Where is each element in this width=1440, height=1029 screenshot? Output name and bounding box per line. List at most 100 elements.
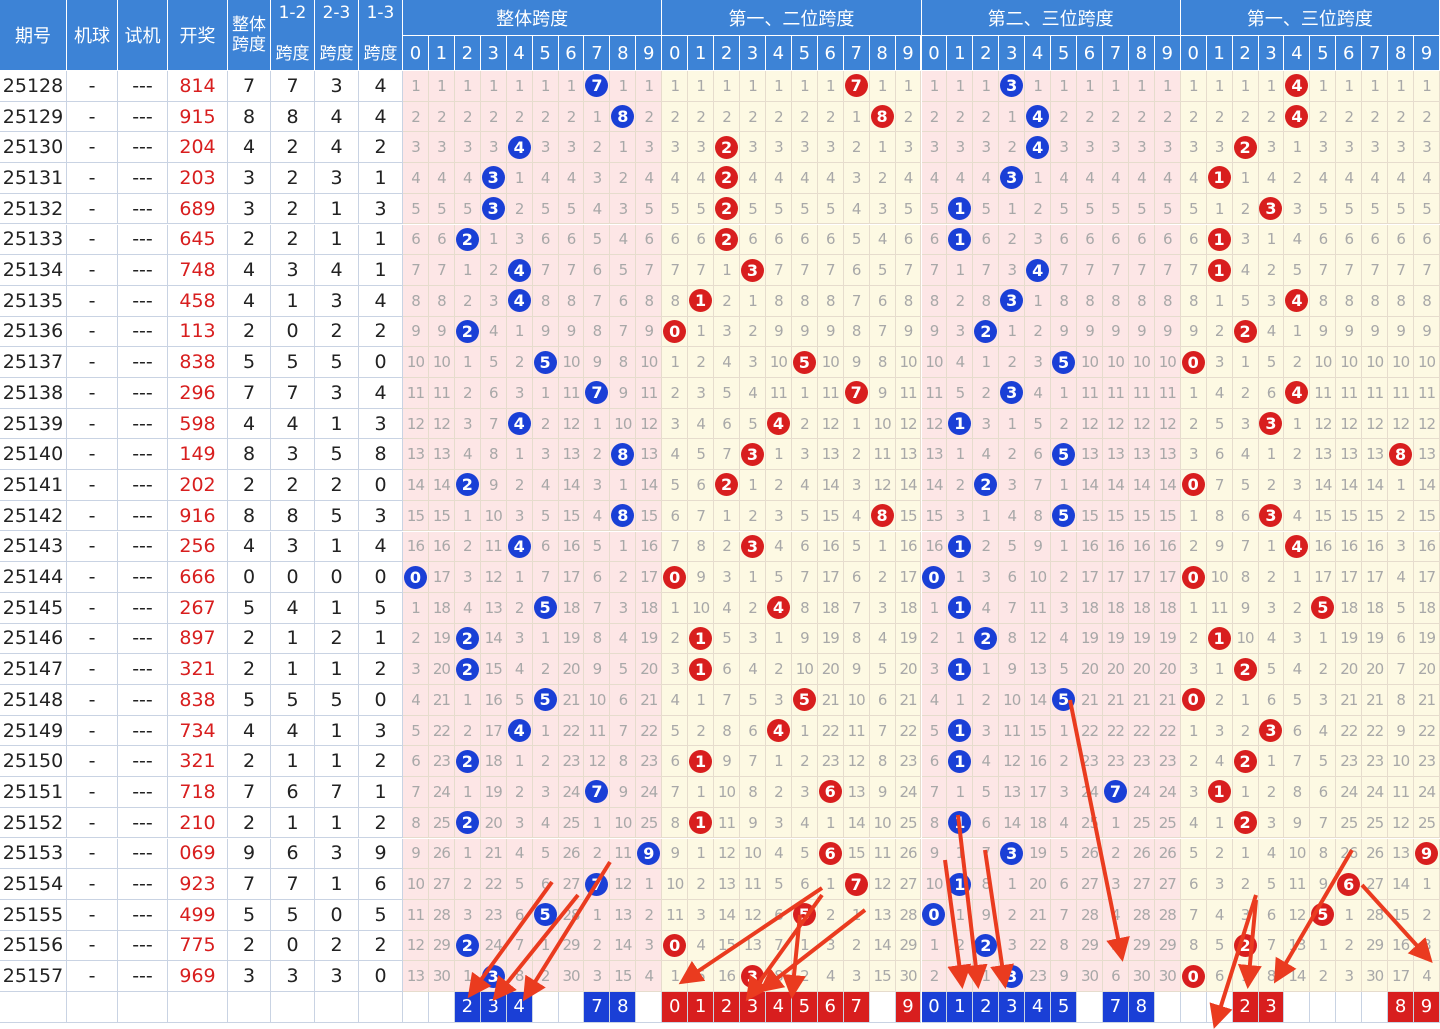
trend-cell: 18 <box>1128 592 1155 624</box>
span-cell: 4 <box>315 255 359 286</box>
trend-cell: 1 <box>714 71 741 102</box>
row-cell: - <box>67 869 118 900</box>
trend-cell: 7 <box>843 285 870 317</box>
trend-cell: 2 <box>740 316 766 348</box>
trend-cell: 16 <box>428 531 455 563</box>
span-cell: 8 <box>271 500 315 532</box>
trend-cell: 9 <box>610 378 637 409</box>
trend-cell: 15 <box>1102 500 1129 532</box>
trend-cell: 13 <box>403 439 429 471</box>
hit-ball: 9 <box>637 841 661 865</box>
row-cell: --- <box>118 378 168 409</box>
trend-cell: 12 <box>1414 408 1440 440</box>
trend-cell: 4 <box>1206 378 1233 409</box>
span-cell: 0 <box>359 347 403 378</box>
trend-cell: 5 <box>532 838 559 870</box>
trend-cell: 9 <box>610 777 637 808</box>
trend-cell: 14 <box>558 470 585 501</box>
trend-cell: 5 <box>1258 654 1285 685</box>
trend-cell: 1 <box>843 101 870 133</box>
digit-header: 4 <box>506 36 533 71</box>
trend-cell: 5 <box>1310 193 1337 225</box>
trend-cell: 12 <box>1154 408 1181 440</box>
trend-cell: 11 <box>714 807 741 839</box>
trend-cell: 8 <box>921 285 948 317</box>
trend-cell: 12 <box>1284 899 1311 931</box>
trend-cell: 6 <box>1180 869 1207 900</box>
row-cell: --- <box>118 285 168 317</box>
row-cell: - <box>67 285 118 317</box>
trend-cell: 1 <box>999 316 1026 348</box>
hit-ball: 8 <box>611 442 635 466</box>
trend-cell: 1 <box>817 807 844 839</box>
trend-cell: 4 <box>791 807 818 839</box>
hit-ball: 4 <box>507 289 531 313</box>
trend-cell: 2 <box>1206 685 1233 716</box>
trend-cell: 2 <box>1388 101 1415 133</box>
span-cell: 2 <box>359 807 403 839</box>
trend-cell: 4 <box>1388 562 1415 593</box>
trend-cell: 3 <box>584 163 611 194</box>
forecast-blank <box>428 992 455 1023</box>
row-cell: --- <box>118 592 168 624</box>
trend-cell: 3 <box>1180 654 1207 685</box>
digit-header: 1 <box>688 36 715 71</box>
trend-cell: 22 <box>1102 715 1129 747</box>
trend-cell: 1 <box>1258 439 1285 471</box>
trend-cell: 25 <box>1128 807 1155 839</box>
trend-cell: 2 <box>506 470 533 501</box>
forecast-blank <box>67 992 118 1023</box>
trend-cell: 3 <box>1232 899 1259 931</box>
trend-cell: 2 <box>454 746 481 778</box>
row-cell: --- <box>118 163 168 194</box>
trend-cell: 19 <box>558 623 585 655</box>
trend-cell: 7 <box>636 255 663 286</box>
trend-cell: 2 <box>1258 562 1285 593</box>
trend-cell: 11 <box>765 378 792 409</box>
row-cell: --- <box>118 132 168 164</box>
trend-cell: 1 <box>1310 623 1337 655</box>
span-cell: 2 <box>228 470 271 501</box>
trend-cell: 8 <box>791 285 818 317</box>
hit-ball: 1 <box>1207 227 1231 251</box>
trend-cell: 7 <box>532 255 559 286</box>
trend-cell: 12 <box>1336 408 1363 440</box>
digit-header: 6 <box>1336 36 1363 71</box>
trend-cell: 5 <box>791 193 818 225</box>
trend-cell: 13 <box>817 439 844 471</box>
trend-cell: 9 <box>714 746 741 778</box>
trend-cell: 1 <box>1051 71 1078 102</box>
trend-cell: 2 <box>921 101 948 133</box>
row-cell: 296 <box>168 378 228 409</box>
trend-cell: 5 <box>1180 193 1207 225</box>
trend-cell: 5 <box>921 715 948 747</box>
trend-cell: 16 <box>1362 531 1389 563</box>
trend-cell: 5 <box>999 531 1026 563</box>
trend-cell: 22 <box>1128 715 1155 747</box>
trend-cell: 9 <box>843 654 870 685</box>
trend-cell: 2 <box>947 470 974 501</box>
forecast-cell: 4 <box>506 992 533 1023</box>
trend-cell: 4 <box>610 224 637 256</box>
trend-cell: 6 <box>1025 439 1052 471</box>
trend-cell: 11 <box>740 869 766 900</box>
trend-cell: 8 <box>869 746 896 778</box>
row-cell: 321 <box>168 746 228 778</box>
forecast-blank <box>1284 992 1311 1023</box>
trend-cell: 1 <box>1232 777 1259 808</box>
trend-cell: 20 <box>1077 654 1103 685</box>
trend-cell: 2 <box>817 899 844 931</box>
trend-cell: 11 <box>999 715 1026 747</box>
trend-cell: 4 <box>506 285 533 317</box>
forecast-cell: 8 <box>610 992 637 1023</box>
trend-cell: 2 <box>765 654 792 685</box>
trend-cell: 3 <box>999 255 1026 286</box>
hit-ball: 0 <box>1181 964 1205 988</box>
trend-cell: 8 <box>1310 285 1337 317</box>
trend-cell: 30 <box>428 961 455 992</box>
trend-cell: 15 <box>843 838 870 870</box>
trend-cell: 2 <box>843 930 870 962</box>
trend-cell: 7 <box>843 71 870 102</box>
trend-cell: 3 <box>869 193 896 225</box>
trend-cell: 3 <box>947 132 974 164</box>
